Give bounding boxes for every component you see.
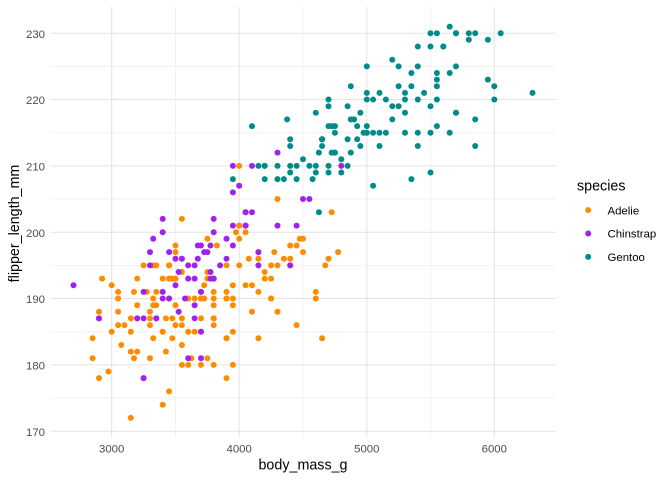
svg-text:Gentoo: Gentoo	[608, 252, 645, 264]
svg-text:3000: 3000	[99, 444, 124, 456]
svg-text:180: 180	[26, 361, 45, 373]
svg-text:4000: 4000	[227, 444, 252, 456]
svg-text:210: 210	[26, 162, 45, 174]
svg-text:flipper_length_mm: flipper_length_mm	[7, 165, 23, 283]
svg-text:Chinstrap: Chinstrap	[608, 229, 657, 241]
svg-text:190: 190	[26, 294, 45, 306]
svg-text:species: species	[577, 179, 625, 195]
svg-text:220: 220	[26, 95, 45, 107]
svg-text:Adelie: Adelie	[608, 205, 640, 217]
svg-text:body_mass_g: body_mass_g	[258, 458, 347, 474]
svg-text:170: 170	[26, 427, 45, 439]
svg-text:6000: 6000	[482, 444, 507, 456]
svg-text:5000: 5000	[354, 444, 379, 456]
svg-text:230: 230	[26, 29, 45, 41]
svg-text:200: 200	[26, 228, 45, 240]
